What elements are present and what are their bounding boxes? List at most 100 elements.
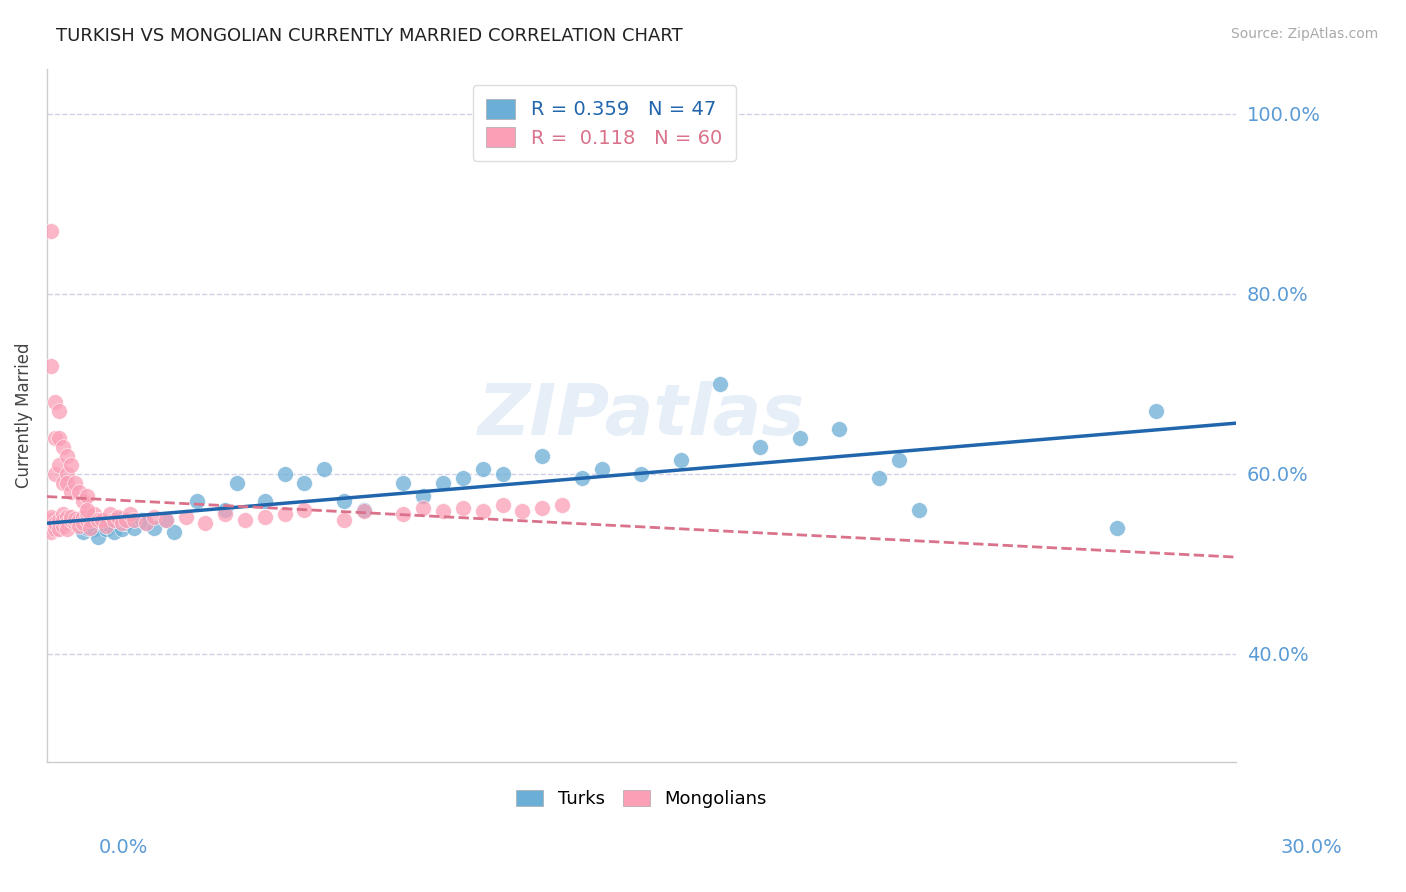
Point (44, 523, 66, 537)
Point (163, 525, 186, 540)
Point (135, 516, 157, 531)
Point (253, 509, 276, 524)
Point (353, 502, 375, 516)
Point (186, 493, 208, 508)
Point (471, 462, 494, 476)
Point (131, 514, 153, 528)
Point (39, 521, 62, 535)
Point (44, 431, 66, 445)
Point (273, 467, 295, 481)
Point (432, 475, 454, 490)
Point (142, 509, 165, 524)
Point (39, 514, 62, 528)
Point (1144, 403, 1167, 417)
Point (79, 516, 101, 531)
Point (52, 514, 75, 528)
Point (194, 516, 217, 531)
Point (111, 516, 134, 531)
Point (103, 514, 125, 528)
Point (333, 493, 356, 508)
Point (76, 502, 98, 516)
Point (749, 440, 772, 454)
Point (48, 431, 70, 445)
Point (67, 514, 90, 528)
Point (174, 509, 197, 524)
Point (59, 484, 82, 499)
Point (868, 471, 890, 485)
Point (48, 458, 70, 472)
Point (103, 525, 125, 540)
Point (1105, 521, 1128, 535)
Point (87, 530, 110, 544)
Point (471, 504, 494, 518)
Point (571, 471, 593, 485)
Text: Source: ZipAtlas.com: Source: ZipAtlas.com (1230, 27, 1378, 41)
Point (314, 462, 336, 476)
Point (39, 223, 62, 237)
Point (122, 521, 145, 535)
Point (98, 519, 121, 533)
Point (135, 516, 157, 531)
Point (451, 471, 474, 485)
Point (115, 514, 138, 528)
Point (52, 507, 75, 521)
Point (512, 504, 534, 518)
Point (48, 523, 70, 537)
Point (412, 500, 434, 515)
Point (155, 514, 177, 528)
Point (87, 514, 110, 528)
Point (253, 493, 276, 508)
Y-axis label: Currently Married: Currently Married (15, 343, 32, 488)
Point (72, 525, 94, 540)
Point (107, 509, 129, 524)
Point (392, 475, 415, 490)
Point (44, 516, 66, 531)
Point (98, 507, 121, 521)
Point (591, 462, 613, 476)
Point (63, 516, 86, 531)
Point (828, 422, 851, 436)
Point (294, 502, 316, 516)
Point (76, 507, 98, 521)
Point (67, 484, 90, 499)
Point (96, 519, 118, 533)
Point (214, 502, 236, 516)
Point (55, 516, 77, 531)
Point (107, 511, 129, 525)
Point (39, 359, 62, 373)
Point (44, 467, 66, 481)
Point (392, 507, 415, 521)
Point (111, 523, 134, 537)
Point (122, 514, 145, 528)
Point (79, 521, 101, 535)
Point (451, 500, 474, 515)
Point (789, 431, 811, 445)
Point (709, 376, 731, 391)
Point (491, 498, 513, 512)
Point (233, 514, 256, 528)
Point (91, 514, 114, 528)
Point (83, 507, 105, 521)
Point (39, 525, 62, 540)
Legend: Turks, Mongolians: Turks, Mongolians (509, 782, 773, 815)
Text: ZIPatlas: ZIPatlas (478, 381, 804, 450)
Point (67, 519, 90, 533)
Point (115, 516, 138, 531)
Point (155, 514, 177, 528)
Point (72, 516, 94, 531)
Point (91, 516, 114, 531)
Point (59, 514, 82, 528)
Text: 30.0%: 30.0% (1281, 838, 1343, 857)
Point (907, 502, 929, 516)
Point (63, 475, 86, 490)
Point (120, 507, 142, 521)
Point (52, 519, 75, 533)
Point (39, 509, 62, 524)
Point (55, 509, 77, 524)
Text: 0.0%: 0.0% (98, 838, 148, 857)
Point (55, 449, 77, 463)
Point (353, 504, 375, 518)
Point (44, 519, 66, 533)
Point (142, 521, 165, 535)
Point (55, 475, 77, 490)
